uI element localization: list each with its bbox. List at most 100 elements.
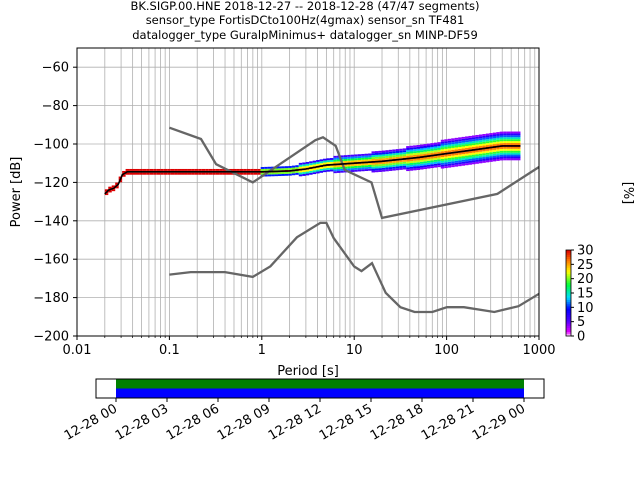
histogram-cell: [444, 162, 448, 165]
histogram-cell: [492, 149, 497, 152]
histogram-cell: [381, 163, 386, 166]
histogram-cell: [361, 157, 365, 160]
histogram-cell: [323, 162, 327, 165]
histogram-cell: [489, 134, 493, 137]
histogram-cell: [177, 172, 182, 175]
histogram-cell: [506, 139, 511, 142]
histogram-cell: [471, 145, 476, 147]
histogram-cell: [503, 146, 507, 149]
histogram-cell: [478, 151, 483, 154]
histogram-cell: [440, 141, 445, 144]
colorbar-segment: [566, 267, 571, 270]
timeline-tick-label: 12-28 12: [266, 401, 324, 443]
histogram-cell: [489, 138, 493, 141]
histogram-cell: [361, 163, 365, 166]
histogram-cell: [440, 158, 445, 161]
histogram-cell: [374, 164, 379, 167]
histogram-cell: [454, 141, 459, 144]
histogram-cell: [489, 144, 493, 147]
colorbar-segment: [566, 312, 571, 315]
histogram-cell: [357, 167, 362, 170]
histogram-cell: [454, 157, 459, 159]
histogram-cell: [406, 169, 410, 172]
histogram-cell: [406, 165, 410, 168]
histogram-cell: [329, 165, 334, 168]
histogram-cell: [465, 163, 469, 166]
histogram-cell: [440, 147, 445, 150]
histogram-cell: [319, 161, 324, 164]
histogram-cell: [482, 149, 486, 152]
histogram-cell: [475, 161, 479, 164]
histogram-cell: [437, 144, 441, 147]
histogram-cell: [433, 165, 438, 168]
histogram-cell: [368, 159, 372, 162]
histogram-cell: [187, 172, 192, 175]
histogram-cell: [478, 157, 483, 160]
histogram-cell: [281, 166, 285, 169]
histogram-cell: [496, 134, 500, 136]
histogram-cell: [354, 167, 358, 170]
histogram-cell: [451, 159, 455, 162]
histogram-cell: [350, 166, 355, 169]
histogram-cell: [503, 133, 507, 136]
histogram-cell: [468, 162, 472, 165]
histogram-cell: [420, 165, 424, 168]
histogram-cell: [516, 154, 521, 157]
histogram-cell: [489, 156, 493, 159]
histogram-cell: [468, 141, 472, 144]
histogram-cell: [447, 148, 452, 151]
histogram-cell: [395, 160, 400, 163]
histogram-cell: [239, 172, 244, 175]
histogram-cell: [454, 147, 459, 150]
histogram-cell: [496, 153, 500, 156]
histogram-cell: [485, 133, 490, 136]
histogram-cell: [465, 153, 469, 156]
histogram-cell: [381, 158, 386, 161]
histogram-cell: [149, 168, 154, 171]
histogram-cell: [437, 157, 441, 160]
histogram-cell: [416, 146, 421, 149]
histogram-cell: [333, 159, 337, 162]
histogram-cell: [440, 145, 445, 148]
y-tick-label: −200: [33, 330, 69, 345]
histogram-cell: [347, 156, 351, 159]
histogram-cell: [399, 148, 403, 151]
histogram-cell: [371, 168, 375, 171]
colorbar-segment: [566, 256, 571, 260]
histogram-cell: [454, 164, 459, 167]
histogram-cell: [336, 170, 341, 173]
histogram-cell: [485, 150, 490, 153]
histogram-cell: [361, 155, 365, 158]
histogram-cell: [437, 161, 441, 164]
histogram-cell: [329, 169, 334, 172]
histogram-cell: [271, 172, 275, 175]
histogram-cell: [444, 166, 448, 169]
histogram-cell: [316, 160, 320, 162]
histogram-cell: [357, 159, 362, 162]
histogram-cell: [506, 156, 511, 159]
x-tick-label: 100: [434, 343, 459, 358]
histogram-cell: [329, 159, 334, 162]
histogram-cell: [499, 148, 504, 151]
x-tick-label: 10: [346, 343, 363, 358]
histogram-cell: [468, 153, 472, 156]
histogram-cell: [399, 150, 403, 153]
colorbar-segment: [566, 320, 571, 324]
histogram-cell: [347, 168, 351, 171]
histogram-cell: [257, 168, 261, 171]
histogram-cell: [458, 148, 462, 151]
histogram-cell: [302, 173, 306, 176]
histogram-cell: [160, 168, 164, 171]
histogram-cell: [316, 171, 320, 174]
histogram-cell: [496, 157, 500, 159]
histogram-cell: [246, 168, 251, 171]
histogram-cell: [499, 133, 504, 136]
histogram-cell: [458, 137, 462, 140]
y-tick-label: −180: [33, 291, 69, 306]
histogram-cell: [458, 154, 462, 157]
histogram-cell: [392, 153, 396, 156]
histogram-cell: [402, 165, 407, 168]
histogram-cell: [395, 164, 400, 167]
histogram-cell: [423, 161, 427, 164]
colorbar-tick-label: 20: [577, 272, 594, 287]
